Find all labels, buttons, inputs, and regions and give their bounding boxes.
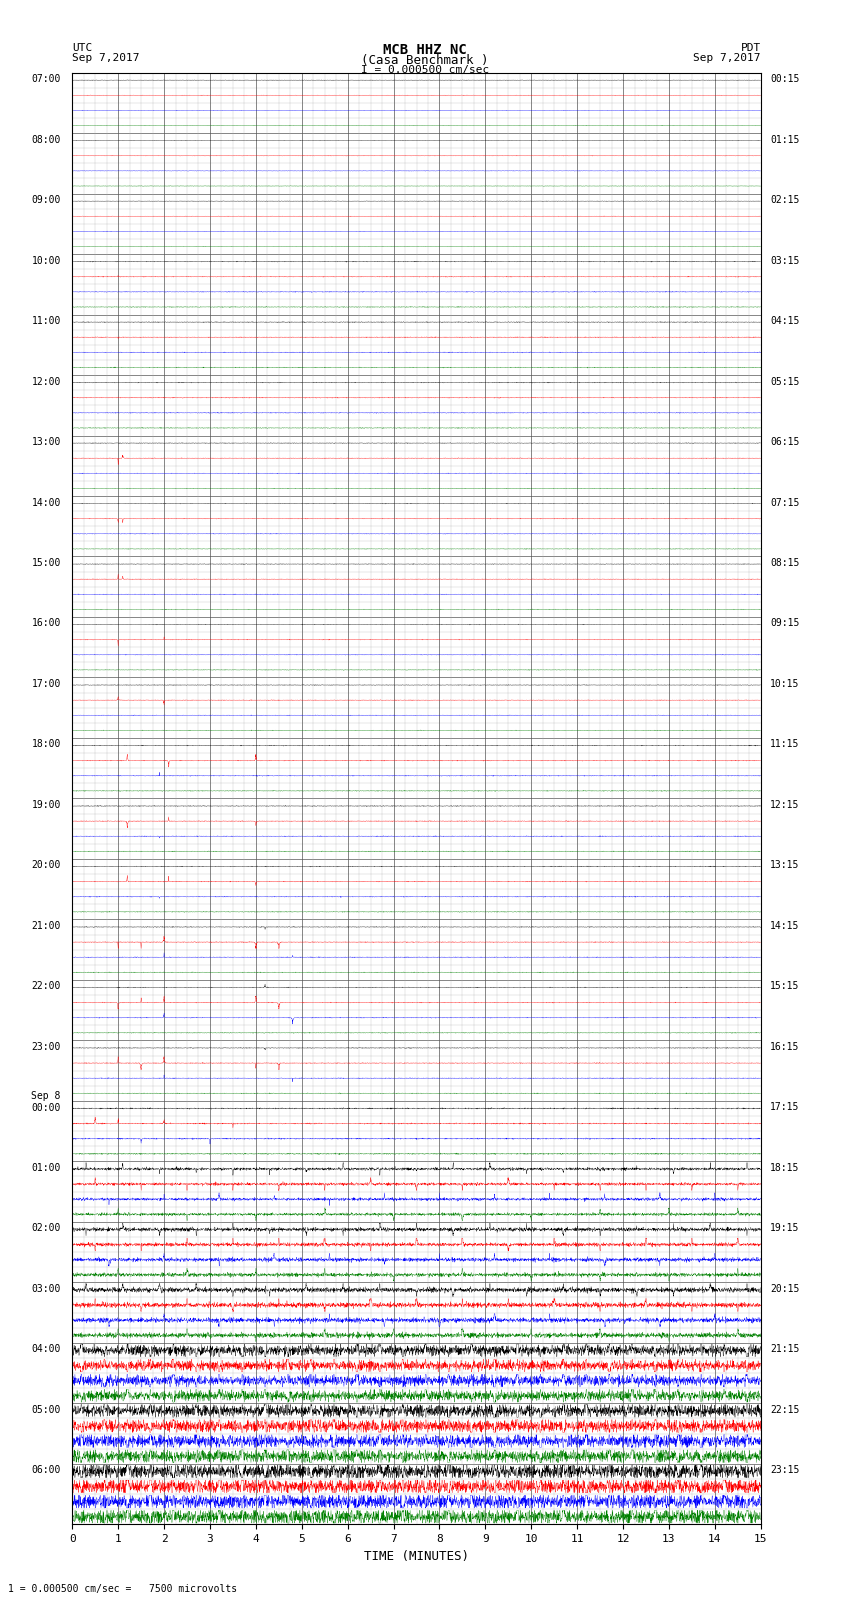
Text: 08:00: 08:00 (31, 134, 61, 145)
Text: 23:00: 23:00 (31, 1042, 61, 1052)
Text: 21:00: 21:00 (31, 921, 61, 931)
Text: 01:00: 01:00 (31, 1163, 61, 1173)
Text: 09:15: 09:15 (770, 618, 799, 629)
Text: 08:15: 08:15 (770, 558, 799, 568)
Text: 14:15: 14:15 (770, 921, 799, 931)
Text: 00:15: 00:15 (770, 74, 799, 84)
X-axis label: TIME (MINUTES): TIME (MINUTES) (364, 1550, 469, 1563)
Text: I = 0.000500 cm/sec: I = 0.000500 cm/sec (361, 65, 489, 74)
Text: 02:15: 02:15 (770, 195, 799, 205)
Text: 13:15: 13:15 (770, 860, 799, 871)
Text: 15:00: 15:00 (31, 558, 61, 568)
Text: 20:00: 20:00 (31, 860, 61, 871)
Text: 06:15: 06:15 (770, 437, 799, 447)
Text: MCB HHZ NC: MCB HHZ NC (383, 44, 467, 56)
Text: 15:15: 15:15 (770, 981, 799, 992)
Text: 13:00: 13:00 (31, 437, 61, 447)
Text: Sep 7,2017: Sep 7,2017 (72, 53, 139, 63)
Text: 14:00: 14:00 (31, 497, 61, 508)
Text: 07:00: 07:00 (31, 74, 61, 84)
Text: PDT: PDT (740, 44, 761, 53)
Text: 23:15: 23:15 (770, 1465, 799, 1476)
Text: 06:00: 06:00 (31, 1465, 61, 1476)
Text: 12:00: 12:00 (31, 376, 61, 387)
Text: 10:00: 10:00 (31, 255, 61, 266)
Text: 19:15: 19:15 (770, 1223, 799, 1234)
Text: 22:00: 22:00 (31, 981, 61, 992)
Text: 17:00: 17:00 (31, 679, 61, 689)
Text: 00:00: 00:00 (31, 1103, 61, 1113)
Text: 18:00: 18:00 (31, 739, 61, 750)
Text: 05:15: 05:15 (770, 376, 799, 387)
Text: 20:15: 20:15 (770, 1284, 799, 1294)
Text: 09:00: 09:00 (31, 195, 61, 205)
Text: 01:15: 01:15 (770, 134, 799, 145)
Text: 18:15: 18:15 (770, 1163, 799, 1173)
Text: 11:00: 11:00 (31, 316, 61, 326)
Text: (Casa Benchmark ): (Casa Benchmark ) (361, 53, 489, 68)
Text: 21:15: 21:15 (770, 1344, 799, 1355)
Text: 22:15: 22:15 (770, 1405, 799, 1415)
Text: 1 = 0.000500 cm/sec =   7500 microvolts: 1 = 0.000500 cm/sec = 7500 microvolts (8, 1584, 238, 1594)
Text: 10:15: 10:15 (770, 679, 799, 689)
Text: 19:00: 19:00 (31, 800, 61, 810)
Text: 07:15: 07:15 (770, 497, 799, 508)
Text: 11:15: 11:15 (770, 739, 799, 750)
Text: 03:15: 03:15 (770, 255, 799, 266)
Text: 04:00: 04:00 (31, 1344, 61, 1355)
Text: Sep 7,2017: Sep 7,2017 (694, 53, 761, 63)
Text: 16:00: 16:00 (31, 618, 61, 629)
Text: 17:15: 17:15 (770, 1102, 799, 1113)
Text: 12:15: 12:15 (770, 800, 799, 810)
Text: 05:00: 05:00 (31, 1405, 61, 1415)
Text: Sep 8: Sep 8 (31, 1092, 61, 1102)
Text: UTC: UTC (72, 44, 93, 53)
Text: 03:00: 03:00 (31, 1284, 61, 1294)
Text: 04:15: 04:15 (770, 316, 799, 326)
Text: 16:15: 16:15 (770, 1042, 799, 1052)
Text: 02:00: 02:00 (31, 1223, 61, 1234)
